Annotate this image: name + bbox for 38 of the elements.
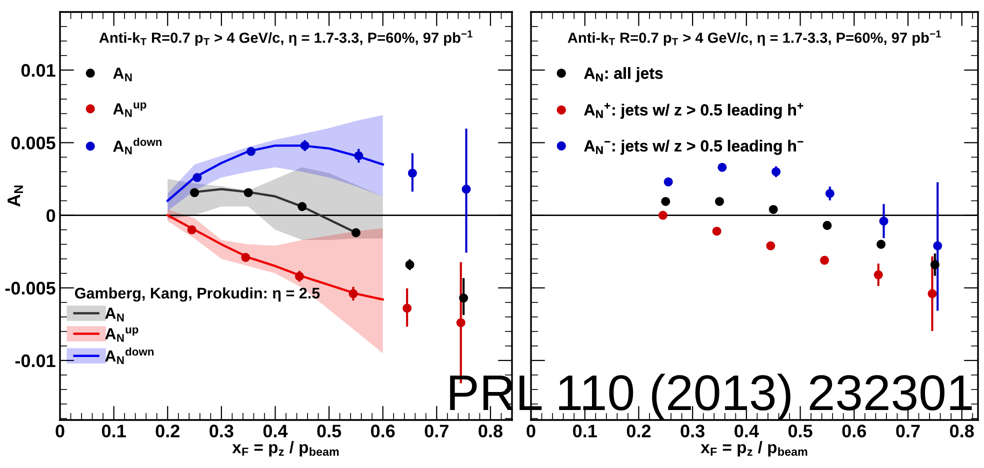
legend-label: A$_{N}$ [105, 308, 124, 322]
x-tick-label: 0.5 [317, 424, 342, 438]
x-tick-label: 0.3 [680, 424, 704, 438]
x-tick-label: 0.6 [842, 424, 866, 438]
legend-label: A$_{N}$$^{−}$: jets w/ z > 0.5 leading h$^{−}$ [584, 140, 804, 155]
x-tick-label: 0.2 [626, 424, 651, 438]
x-tick-label: 0.8 [950, 424, 974, 438]
legend-label: A$_{N}$$^{up}$ [105, 327, 138, 342]
x-tick-label: 0.4 [263, 424, 288, 438]
legend-label: A$_{N}$$^{up}$ [113, 102, 146, 117]
legend-label: A$_{N}$: all jets [584, 67, 663, 82]
y-tick-label: -0.01 [15, 354, 56, 368]
y-tick-label: 0 [46, 209, 56, 222]
y-tick-label: 0.005 [11, 136, 56, 150]
legend-label: A$_{N}$$^{down}$ [113, 138, 162, 154]
x-tick-label: 0 [56, 424, 64, 438]
legend-label: A$_{N}$$^{+}$: jets w/ z > 0.5 leading h$^{+}$ [584, 102, 804, 119]
text: Anti-k$_{T}$ R=0.7 p$_{T}$ > 4 GeV/c, η = 1.7-3.3, P=60%, 97 pb$^{−1}$ [99, 30, 472, 46]
x-tick-label: 0 [526, 424, 536, 438]
legend-label: A$_{N}$$^{down}$ [105, 347, 154, 364]
x-tick-label: 0.8 [478, 424, 502, 438]
x-tick-label: 0.5 [788, 424, 812, 438]
text: Anti-k$_{T}$ R=0.7 p$_{T}$ > 4 GeV/c, η = 1.7-3.3, P=60%, 97 pb$^{−1}$ [568, 30, 941, 46]
x-tick-label: 0.2 [156, 424, 180, 438]
legend-label: A$_{N}$ [113, 68, 132, 82]
x-tick-label: 0.1 [573, 424, 597, 438]
y-tick-label: -0.005 [5, 282, 56, 295]
x-tick-label: 0.4 [734, 424, 759, 438]
y-axis-title: A$_{N}$ [8, 186, 23, 207]
y-tick-label: 0.01 [21, 64, 56, 77]
x-tick-label: 0.3 [210, 424, 234, 438]
x-tick-label: 0.7 [896, 424, 920, 438]
x-tick-label: 0.1 [102, 424, 126, 438]
legend-title: Gamberg, Kang, Prokudin: η = 2.5 [75, 287, 320, 302]
x-axis-title: x$_{F}$ = p$_{z}$ / p$_{beam}$ [232, 441, 339, 457]
x-tick-label: 0.6 [371, 424, 395, 438]
x-tick-label: 0.7 [424, 424, 448, 438]
x-axis-title: x$_{F}$ = p$_{z}$ / p$_{beam}$ [700, 441, 808, 457]
